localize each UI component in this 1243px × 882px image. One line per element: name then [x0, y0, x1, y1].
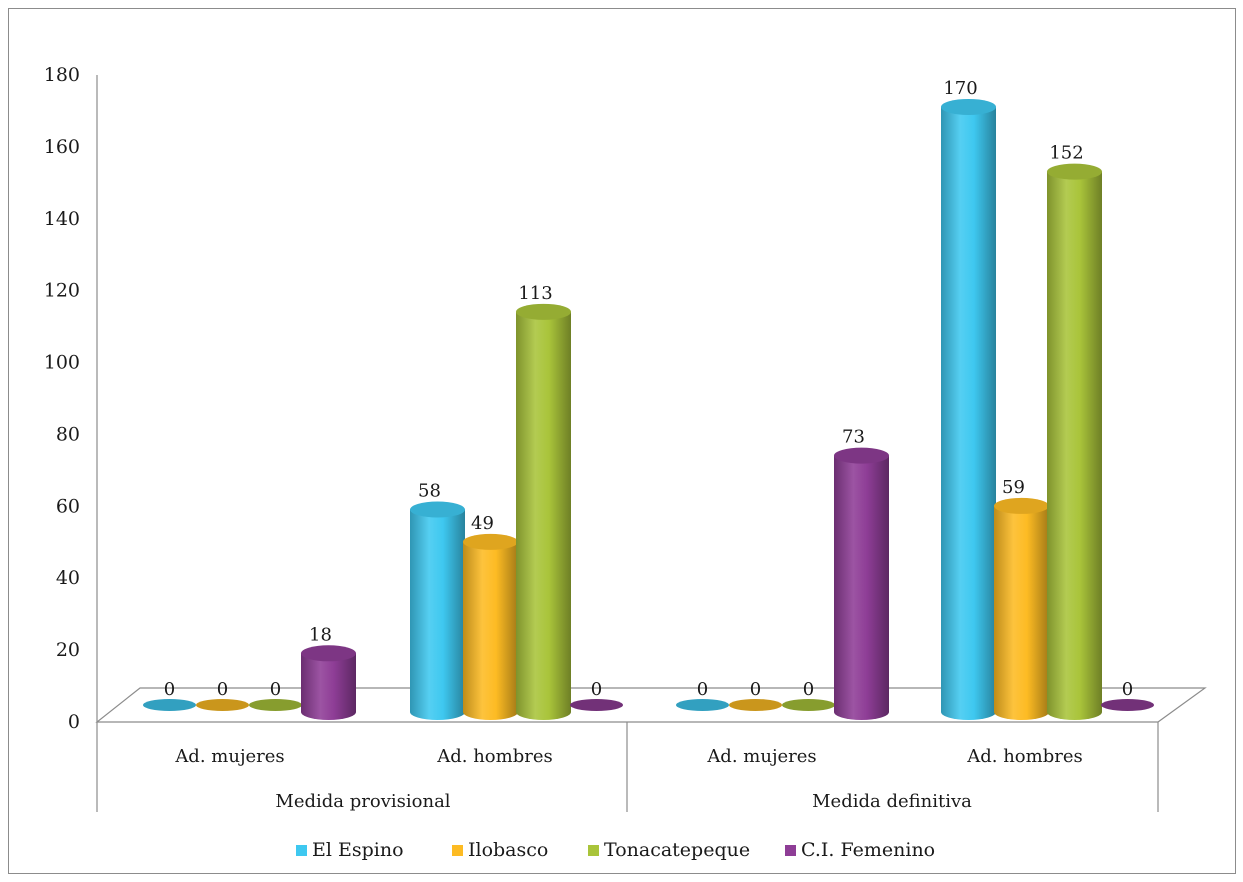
- bar: [1047, 171, 1102, 721]
- category-label: Ad. mujeres: [174, 746, 284, 767]
- bar-cap: [410, 501, 465, 518]
- y-tick-label: 40: [56, 567, 80, 589]
- bar-ilobasco-flat: [196, 699, 249, 711]
- legend-swatch: [296, 845, 307, 856]
- legend-swatch: [588, 845, 599, 856]
- data-label: 0: [697, 679, 708, 700]
- chart-floor: [95, 687, 1207, 723]
- legend-label: El Espino: [312, 839, 404, 861]
- bar-ilobasco-flat: [729, 699, 782, 711]
- bar-cap: [994, 497, 1049, 514]
- data-label: 18: [309, 624, 332, 645]
- data-label: 0: [803, 679, 814, 700]
- data-label: 73: [842, 427, 865, 448]
- bar-cap: [834, 447, 889, 464]
- bar: [463, 541, 518, 720]
- data-label: 170: [943, 78, 977, 99]
- bar: [516, 311, 571, 720]
- legend-label: Ilobasco: [468, 839, 548, 861]
- y-tick-label: 140: [44, 208, 80, 230]
- y-tick-label: 160: [44, 136, 80, 158]
- bar-el-espino-flat: [143, 699, 196, 711]
- bar-cap: [516, 303, 571, 320]
- bar-tonacatepeque-flat: [249, 699, 302, 711]
- data-label: 113: [518, 283, 552, 304]
- y-tick-label: 80: [56, 423, 80, 445]
- bar: [301, 653, 356, 720]
- bar-cap: [941, 98, 996, 115]
- group-label: Medida provisional: [275, 791, 450, 812]
- y-tick-label: 60: [56, 495, 80, 517]
- data-label: 59: [1002, 477, 1025, 498]
- group-label: Medida definitiva: [812, 791, 972, 812]
- bar-c-i-femenino-flat: [1101, 699, 1154, 711]
- data-label: 0: [270, 679, 281, 700]
- bar-cap: [463, 533, 518, 550]
- data-label: 0: [164, 679, 175, 700]
- bar-el-espino-flat: [676, 699, 729, 711]
- y-tick-label: 180: [44, 64, 80, 86]
- legend-label: Tonacatepeque: [604, 839, 750, 861]
- legend-swatch: [452, 845, 463, 856]
- bar-c-i-femenino-flat: [570, 699, 623, 711]
- data-label: 0: [750, 679, 761, 700]
- y-tick-label: 100: [44, 352, 80, 374]
- data-label: 58: [418, 481, 441, 502]
- legend-label: C.I. Femenino: [801, 839, 935, 861]
- category-label: Ad. mujeres: [706, 746, 816, 767]
- data-label: 0: [1122, 679, 1133, 700]
- bar-tonacatepeque-flat: [782, 699, 835, 711]
- legend-swatch: [785, 845, 796, 856]
- chart-frame: [8, 8, 1236, 874]
- data-label: 0: [217, 679, 228, 700]
- bar: [994, 505, 1049, 720]
- y-tick-label: 20: [56, 639, 80, 661]
- bar: [410, 509, 465, 720]
- y-tick-label: 0: [68, 711, 80, 733]
- bar: [834, 455, 889, 720]
- bar-cap: [301, 645, 356, 662]
- bar: [941, 106, 996, 720]
- data-label: 152: [1049, 143, 1083, 164]
- data-label: 49: [471, 513, 494, 534]
- category-label: Ad. hombres: [966, 746, 1082, 767]
- data-label: 0: [591, 679, 602, 700]
- y-tick-label: 120: [44, 280, 80, 302]
- bar-cap: [1047, 163, 1102, 180]
- category-label: Ad. hombres: [436, 746, 552, 767]
